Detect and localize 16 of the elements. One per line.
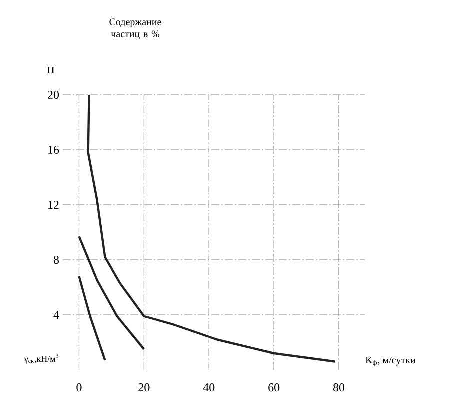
x-tick-label: 40	[203, 384, 215, 392]
x-tick-label: 80	[333, 384, 345, 392]
x-axis-title: K$_{ф}$, м/сутки	[366, 356, 416, 367]
text: γ$_{ск}$,кН/м$^{3}$	[24, 354, 59, 364]
y-tick-label: 16	[48, 146, 60, 154]
y-axis-title: п	[47, 66, 54, 74]
line-series	[78, 236, 146, 350]
y-tick-label: 8	[54, 256, 60, 264]
x-tick-label: 60	[268, 384, 280, 392]
y-tick-label: 4	[54, 311, 60, 319]
y-tick-label: 20	[48, 90, 60, 100]
x-tick-label: 20	[138, 384, 150, 392]
text: Содержание частиц в %	[110, 18, 162, 40]
y-tick-label: 12	[48, 201, 59, 209]
line-series	[87, 94, 336, 363]
x-tick-label: 0	[76, 384, 82, 392]
